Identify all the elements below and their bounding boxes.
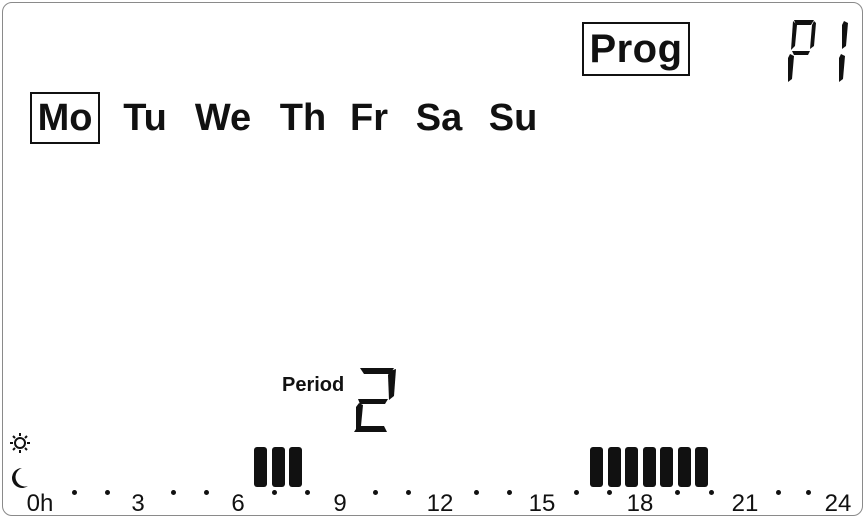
- day-mo[interactable]: Mo: [30, 92, 100, 144]
- period-digit: 2: [352, 366, 396, 432]
- moon-icon: [12, 468, 28, 488]
- period-digit-text: 2: [352, 366, 353, 367]
- prog-mode-badge: Prog: [582, 22, 690, 76]
- prog-mode-label: Prog: [589, 26, 683, 71]
- sun-icon: [10, 433, 30, 453]
- program-letter-glyph: [788, 20, 816, 82]
- program-number-glyph: [839, 21, 848, 82]
- day-we[interactable]: We: [194, 96, 252, 139]
- program-indicator: P1: [782, 16, 848, 82]
- day-sa[interactable]: Sa: [415, 96, 463, 139]
- day-tu[interactable]: Tu: [123, 96, 167, 139]
- period-label: Period: [282, 374, 345, 396]
- day-th[interactable]: Th: [279, 96, 327, 139]
- program-indicator-text: P1: [782, 16, 784, 17]
- day-fr[interactable]: Fr: [350, 96, 388, 139]
- day-su[interactable]: Su: [488, 96, 538, 139]
